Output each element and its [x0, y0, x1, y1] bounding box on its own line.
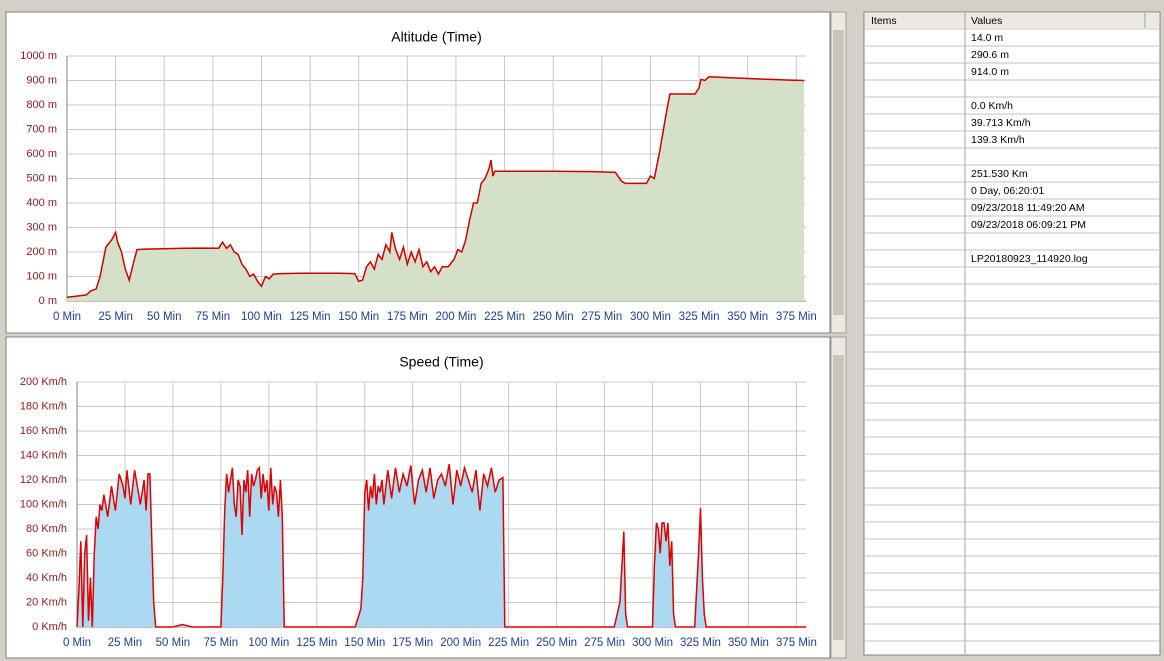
table-panel: [863, 11, 1161, 656]
y-tick-label: 1000 m: [20, 50, 57, 62]
x-tick-label: 300 Min: [630, 311, 671, 323]
x-tick-label: 125 Min: [290, 311, 331, 323]
x-tick-label: 375 Min: [776, 637, 817, 649]
x-tick-label: 50 Min: [156, 637, 191, 649]
x-tick-label: 175 Min: [392, 637, 433, 649]
y-tick-label: 400 m: [26, 197, 57, 209]
y-tick-label: 140 Km/h: [20, 449, 67, 461]
x-tick-label: 150 Min: [344, 637, 385, 649]
table-header: [865, 13, 1159, 28]
cell: 914.0 m: [971, 66, 1009, 78]
x-tick-label: 75 Min: [204, 637, 239, 649]
x-tick-label: 300 Min: [632, 637, 673, 649]
x-tick-label: 225 Min: [484, 311, 525, 323]
cell: 290.6 m: [971, 49, 1009, 61]
cell: 39.713 Km/h: [971, 117, 1031, 129]
x-tick-label: 25 Min: [98, 311, 133, 323]
cell: 09/23/2018 06:09:21 PM: [971, 219, 1086, 231]
scroll-thumb[interactable]: [833, 30, 844, 315]
x-tick-label: 200 Min: [440, 637, 481, 649]
y-tick-label: 180 Km/h: [20, 400, 67, 412]
x-tick-label: 100 Min: [241, 311, 282, 323]
y-tick-label: 100 Km/h: [20, 498, 67, 510]
x-tick-label: 150 Min: [338, 311, 379, 323]
y-tick-label: 600 m: [26, 148, 57, 160]
y-tick-label: 60 Km/h: [26, 547, 67, 559]
x-tick-label: 350 Min: [728, 637, 769, 649]
y-tick-label: 200 Km/h: [20, 376, 67, 388]
x-tick-label: 375 Min: [776, 311, 817, 323]
cell: 14.0 m: [971, 32, 1003, 44]
x-tick-label: 175 Min: [387, 311, 428, 323]
y-tick-label: 20 Km/h: [26, 596, 67, 608]
y-tick-label: 300 m: [26, 221, 57, 233]
line: [76, 463, 806, 628]
x-tick-label: 275 Min: [584, 637, 625, 649]
cell: 251.530 Km: [971, 168, 1028, 180]
area: [77, 464, 806, 627]
scroll-thumb[interactable]: [833, 355, 844, 640]
x-tick-label: 50 Min: [147, 311, 182, 323]
y-tick-label: 800 m: [26, 99, 57, 111]
x-tick-label: 75 Min: [196, 311, 231, 323]
x-tick-label: 275 Min: [581, 311, 622, 323]
x-tick-label: 125 Min: [296, 637, 337, 649]
y-tick-label: 120 Km/h: [20, 474, 67, 486]
y-tick-label: 0 Km/h: [32, 621, 67, 633]
cell: 139.3 Km/h: [971, 134, 1025, 146]
x-tick-label: 0 Min: [63, 637, 91, 649]
line: [66, 76, 805, 299]
x-tick-label: 250 Min: [536, 637, 577, 649]
x-tick-label: 100 Min: [248, 637, 289, 649]
x-tick-label: 225 Min: [488, 637, 529, 649]
cell: 09/23/2018 11:49:20 AM: [971, 202, 1085, 214]
y-tick-label: 500 m: [26, 172, 57, 184]
area: [67, 76, 805, 301]
y-tick-label: 100 m: [26, 270, 57, 282]
chart-title: Speed (Time): [399, 354, 483, 370]
x-tick-label: 325 Min: [679, 311, 720, 323]
y-tick-label: 200 m: [26, 246, 57, 258]
y-tick-label: 40 Km/h: [26, 572, 67, 584]
y-tick-label: 80 Km/h: [26, 523, 67, 535]
y-tick-label: 160 Km/h: [20, 425, 67, 437]
x-tick-label: 0 Min: [53, 311, 81, 323]
y-tick-label: 0 m: [39, 295, 57, 307]
x-tick-label: 325 Min: [680, 637, 721, 649]
x-tick-label: 25 Min: [108, 637, 143, 649]
x-tick-label: 350 Min: [727, 311, 768, 323]
y-tick-label: 900 m: [26, 74, 57, 86]
cell: 0.0 Km/h: [971, 100, 1013, 112]
x-tick-label: 250 Min: [533, 311, 574, 323]
x-tick-label: 200 Min: [435, 311, 476, 323]
cell: 0 Day, 06:20:01: [971, 185, 1045, 197]
column-header[interactable]: Values: [971, 15, 1002, 27]
cell: LP20180923_114920.log: [971, 253, 1088, 265]
chart-title: Altitude (Time): [391, 29, 482, 45]
y-tick-label: 700 m: [26, 123, 57, 135]
column-header[interactable]: Items: [871, 15, 897, 27]
